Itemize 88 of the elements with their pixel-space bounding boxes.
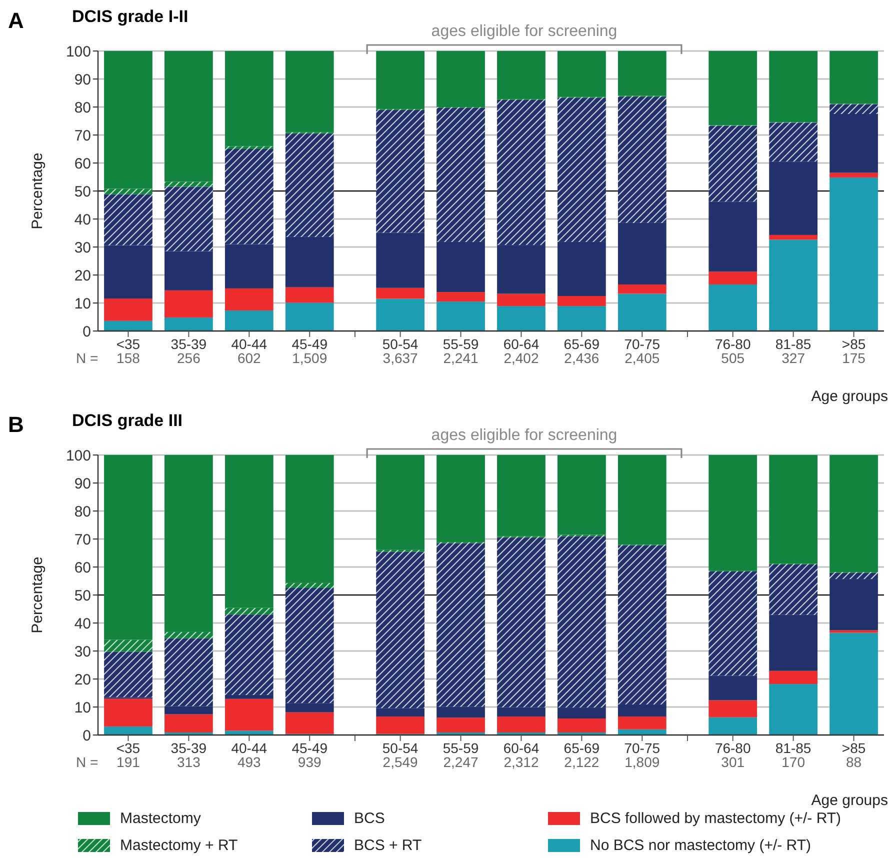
text: 327 (782, 350, 806, 366)
text: 158 (116, 350, 140, 366)
y-tick-label: 70 (74, 127, 91, 144)
text: 2,312 (504, 754, 539, 770)
y-tick-label: 80 (74, 99, 91, 116)
text: 2,436 (564, 350, 600, 366)
x-tick-label: 40-44 (231, 740, 268, 756)
text: B (8, 412, 24, 437)
legend-label: BCS (354, 810, 385, 827)
text: ages eligible for screening (431, 427, 618, 444)
y-tick-label: 90 (74, 71, 91, 88)
x-tick-label: >85 (842, 740, 866, 756)
y-tick-label: 10 (74, 699, 91, 716)
x-tick-label: 40-44 (231, 336, 268, 352)
text: 493 (237, 754, 262, 770)
text: 602 (237, 350, 262, 366)
x-tick-label: 55-59 (442, 740, 479, 756)
text: 505 (721, 350, 745, 366)
x-tick-label: 60-64 (503, 336, 540, 352)
legend-label: BCS followed by mastectomy (+/- RT) (590, 810, 842, 827)
y-tick-label: 60 (74, 559, 91, 576)
x-tick-label: 65-69 (564, 740, 600, 756)
y-tick-label: 80 (74, 503, 91, 520)
y-tick-label: 100 (66, 43, 91, 60)
y-tick-label: 0 (82, 727, 91, 744)
text: 2,241 (443, 350, 478, 366)
text: ages eligible for screening (431, 23, 618, 40)
x-tick-label: 81-85 (775, 740, 812, 756)
y-tick-label: 30 (74, 643, 91, 660)
y-tick-label: 40 (74, 615, 91, 632)
y-tick-label: 70 (74, 531, 91, 548)
x-tick-label: 81-85 (775, 336, 812, 352)
y-tick-label: 10 (74, 295, 91, 312)
x-tick-label: 60-64 (503, 740, 540, 756)
text: 2,405 (624, 350, 660, 366)
chart-title: DCIS grade III (72, 411, 183, 430)
y-tick-label: 0 (82, 323, 91, 340)
x-tick-label: 45-49 (292, 336, 328, 352)
x-axis-title: Age groups (811, 792, 888, 809)
text: 2,402 (504, 350, 539, 366)
x-tick-label: 70-75 (624, 336, 660, 352)
y-tick-label: 20 (74, 671, 91, 688)
x-tick-label: 70-75 (624, 740, 660, 756)
x-tick-label: 55-59 (442, 336, 479, 352)
y-tick-label: 90 (74, 475, 91, 492)
y-tick-label: 50 (74, 587, 91, 604)
chart-title: DCIS grade I-II (72, 7, 188, 26)
y-tick-label: 60 (74, 155, 91, 172)
text: 313 (177, 754, 201, 770)
text: 2,247 (443, 754, 478, 770)
text: A (8, 8, 24, 33)
x-tick-label: 35-39 (170, 336, 207, 352)
text: 1,509 (292, 350, 328, 366)
y-tick-label: 50 (74, 183, 91, 200)
text: 939 (298, 754, 322, 770)
y-tick-label: 30 (74, 239, 91, 256)
text: 3,637 (382, 350, 418, 366)
text: 88 (846, 754, 862, 770)
text: 191 (116, 754, 140, 770)
y-tick-label: 20 (74, 267, 91, 284)
text: 2,122 (564, 754, 600, 770)
text: 301 (721, 754, 745, 770)
legend-label: Mastectomy + RT (120, 837, 238, 854)
text: N = (76, 350, 98, 366)
legend-label: BCS + RT (354, 837, 422, 854)
x-tick-label: <35 (116, 740, 140, 756)
legend-label: No BCS nor mastectomy (+/- RT) (590, 837, 812, 854)
x-tick-label: 45-49 (292, 740, 328, 756)
text: 170 (782, 754, 806, 770)
text: 256 (177, 350, 201, 366)
y-tick-label: 40 (74, 211, 91, 228)
x-tick-label: 50-54 (382, 740, 418, 756)
text: 175 (842, 350, 866, 366)
x-tick-label: 35-39 (170, 740, 207, 756)
legend-label: Mastectomy (120, 810, 202, 827)
y-axis-title: Percentage (29, 556, 46, 634)
text: 2,549 (382, 754, 418, 770)
x-tick-label: 50-54 (382, 336, 418, 352)
x-tick-label: 76-80 (714, 336, 751, 352)
y-axis-title: Percentage (29, 152, 46, 230)
x-tick-label: 76-80 (714, 740, 751, 756)
text: N = (76, 754, 98, 770)
x-axis-title: Age groups (811, 388, 888, 405)
text: 1,809 (624, 754, 660, 770)
x-tick-label: <35 (116, 336, 140, 352)
x-tick-label: >85 (842, 336, 866, 352)
y-tick-label: 100 (66, 447, 91, 464)
x-tick-label: 65-69 (564, 336, 600, 352)
